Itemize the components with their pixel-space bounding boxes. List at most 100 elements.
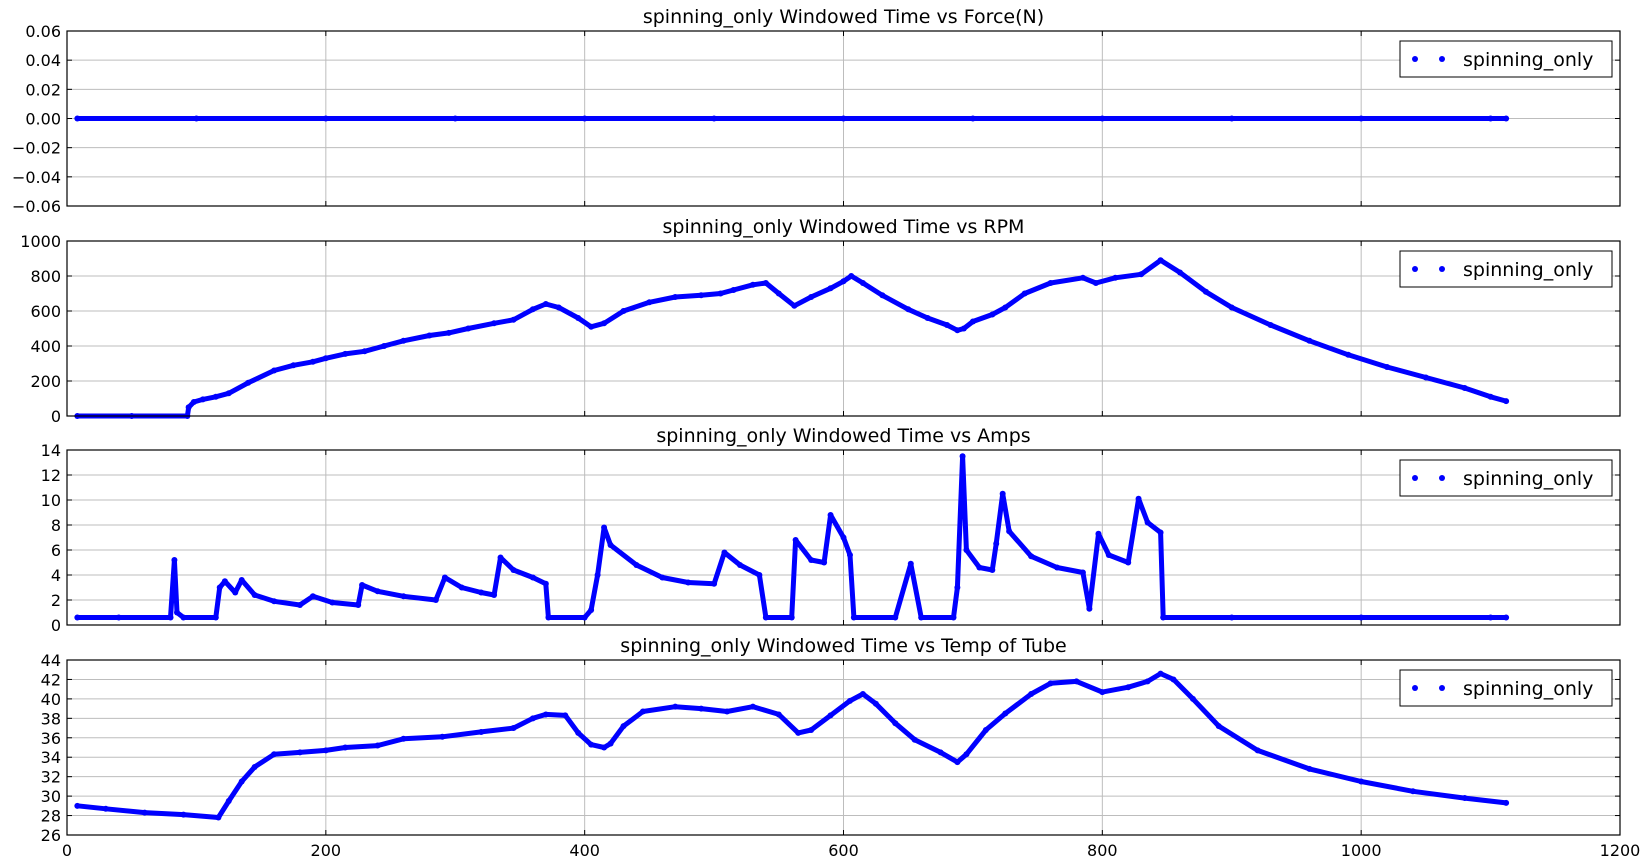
series-trace (74, 453, 1509, 620)
data-point (859, 691, 866, 698)
data-point (827, 712, 834, 719)
data-point (478, 728, 485, 735)
data-point (216, 584, 223, 591)
data-point (445, 329, 452, 336)
data-point (271, 751, 278, 758)
data-point (1079, 569, 1086, 576)
data-point (1079, 274, 1086, 281)
data-point (1422, 374, 1429, 381)
data-point (639, 708, 646, 715)
data-point (1228, 115, 1235, 122)
y-tick-label: 8 (51, 516, 61, 535)
legend: spinning_only (1399, 250, 1613, 288)
data-point (238, 577, 245, 583)
data-point (1306, 765, 1313, 772)
data-point (221, 578, 228, 585)
data-point (400, 593, 407, 600)
data-point (141, 809, 148, 816)
legend-marker (1439, 56, 1445, 62)
data-point (529, 306, 536, 313)
legend-marker (1412, 685, 1418, 691)
data-point (808, 557, 815, 563)
data-point (918, 614, 925, 621)
data-point (400, 735, 407, 742)
data-point (1028, 553, 1035, 560)
y-tick-label: 200 (30, 372, 61, 391)
data-point (374, 588, 381, 595)
data-point (607, 542, 614, 548)
legend: spinning_only (1399, 669, 1613, 707)
y-tick-label: 44 (41, 651, 61, 670)
y-tick-label: 32 (41, 768, 61, 787)
data-point (542, 580, 549, 587)
data-point (1138, 271, 1145, 278)
legend: spinning_only (1399, 459, 1613, 497)
data-point (1176, 269, 1183, 276)
data-point (74, 614, 81, 621)
data-point (944, 322, 951, 328)
data-point (711, 580, 718, 587)
data-point (969, 318, 976, 325)
data-point (685, 579, 692, 586)
data-point (465, 325, 472, 332)
data-point (1092, 280, 1099, 286)
data-point (907, 560, 914, 567)
legend-label: spinning_only (1463, 49, 1593, 71)
data-point (982, 727, 989, 733)
data-point (620, 723, 627, 730)
data-point (749, 281, 756, 288)
subplot-3: spinning_only Windowed Time vs Amps 14 12 1… (41, 425, 1621, 635)
data-point (698, 705, 705, 712)
data-point (342, 744, 349, 751)
y-tick-label: 800 (30, 267, 61, 286)
data-point (1358, 115, 1365, 122)
data-point (969, 115, 976, 122)
data-point (199, 396, 206, 403)
data-point (441, 574, 448, 581)
data-point (659, 574, 666, 581)
data-point (620, 308, 627, 314)
data-point (724, 708, 731, 715)
data-point (1086, 605, 1093, 612)
data-point (646, 299, 653, 306)
data-series (74, 115, 1510, 122)
legend-label: spinning_only (1463, 678, 1593, 700)
data-point (167, 614, 174, 621)
series-trace (74, 257, 1509, 419)
data-point (322, 115, 329, 122)
data-point (1028, 691, 1035, 698)
y-tick-label: 0.06 (25, 22, 61, 41)
data-point (872, 700, 879, 707)
data-point (1170, 676, 1177, 683)
data-point (225, 797, 232, 804)
data-point (458, 584, 465, 591)
data-point (1099, 689, 1106, 696)
axes-frame (66, 449, 1621, 626)
legend-label: spinning_only (1463, 468, 1593, 490)
data-point (215, 814, 222, 821)
data-point (775, 711, 782, 718)
y-tick-label: −0.02 (12, 139, 61, 158)
data-point (846, 697, 853, 704)
data-point (1228, 304, 1235, 311)
legend-box (1399, 250, 1613, 288)
data-point (1189, 695, 1196, 702)
y-tick-label: 14 (41, 441, 61, 460)
data-point (1125, 559, 1132, 566)
data-point (950, 614, 957, 621)
data-point (959, 453, 966, 460)
data-point (892, 720, 899, 727)
data-point (322, 747, 329, 754)
data-point (545, 614, 552, 621)
data-point (672, 703, 679, 710)
data-point (905, 306, 912, 313)
y-tick-label: 28 (41, 807, 61, 826)
data-point (924, 315, 931, 321)
data-point (1503, 115, 1510, 122)
data-point (452, 115, 459, 122)
data-point (1202, 288, 1209, 295)
data-point (607, 740, 614, 747)
y-tick-label: 10 (41, 491, 61, 510)
data-point (1095, 530, 1102, 537)
